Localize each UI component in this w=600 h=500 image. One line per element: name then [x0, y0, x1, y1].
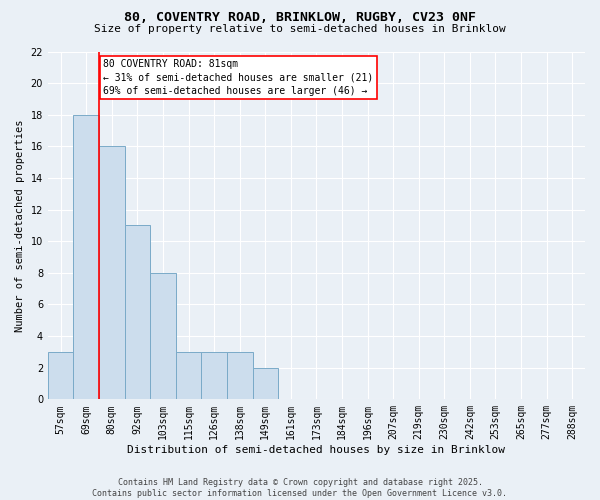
Bar [202, 352, 227, 400]
Bar [227, 352, 253, 400]
Bar [150, 273, 176, 400]
Y-axis label: Number of semi-detached properties: Number of semi-detached properties [15, 119, 25, 332]
Bar [48, 352, 73, 400]
Text: 80 COVENTRY ROAD: 81sqm
← 31% of semi-detached houses are smaller (21)
69% of se: 80 COVENTRY ROAD: 81sqm ← 31% of semi-de… [103, 60, 373, 96]
Text: Size of property relative to semi-detached houses in Brinklow: Size of property relative to semi-detach… [94, 24, 506, 34]
Bar [99, 146, 125, 400]
Bar [73, 114, 99, 400]
Bar [125, 226, 150, 400]
Text: Contains HM Land Registry data © Crown copyright and database right 2025.
Contai: Contains HM Land Registry data © Crown c… [92, 478, 508, 498]
Text: 80, COVENTRY ROAD, BRINKLOW, RUGBY, CV23 0NF: 80, COVENTRY ROAD, BRINKLOW, RUGBY, CV23… [124, 11, 476, 24]
Bar [176, 352, 202, 400]
Bar [253, 368, 278, 400]
X-axis label: Distribution of semi-detached houses by size in Brinklow: Distribution of semi-detached houses by … [127, 445, 505, 455]
